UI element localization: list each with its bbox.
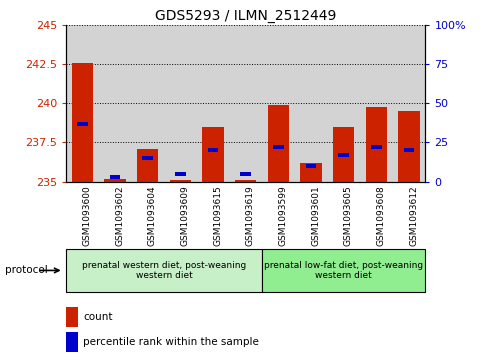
Text: GSM1093604: GSM1093604 [147,185,156,246]
Bar [202,127,223,182]
Text: GSM1093602: GSM1093602 [115,185,124,246]
Text: GSM1093605: GSM1093605 [343,185,352,246]
Text: prenatal western diet, post-weaning
western diet: prenatal western diet, post-weaning west… [82,261,245,280]
Text: GSM1093600: GSM1093600 [82,185,91,246]
Text: GSM1093609: GSM1093609 [180,185,189,246]
Bar [365,107,386,182]
Bar [142,156,153,160]
Bar [235,180,256,182]
Bar [300,163,321,182]
Bar [137,149,158,182]
Bar [267,105,288,182]
Bar [370,145,381,149]
Text: GSM1093615: GSM1093615 [213,185,222,246]
Bar [338,153,348,157]
Text: percentile rank within the sample: percentile rank within the sample [83,337,259,347]
Text: protocol: protocol [5,265,47,276]
Bar [72,63,93,182]
Text: GSM1093599: GSM1093599 [278,185,287,246]
Bar [332,127,354,182]
Title: GDS5293 / ILMN_2512449: GDS5293 / ILMN_2512449 [155,9,336,23]
Bar [398,111,419,182]
Text: count: count [83,312,112,322]
Text: GSM1093601: GSM1093601 [310,185,320,246]
Bar [109,175,120,179]
Bar [272,145,283,149]
Bar [207,148,218,152]
Bar [403,148,413,152]
Bar [240,171,250,176]
Text: prenatal low-fat diet, post-weaning
western diet: prenatal low-fat diet, post-weaning west… [264,261,423,280]
Bar [169,180,191,182]
Text: GSM1093608: GSM1093608 [376,185,385,246]
Text: GSM1093619: GSM1093619 [245,185,254,246]
Bar [104,179,125,182]
Bar [175,171,185,176]
Bar [305,164,316,168]
Text: GSM1093612: GSM1093612 [408,185,417,246]
Bar [77,122,87,126]
